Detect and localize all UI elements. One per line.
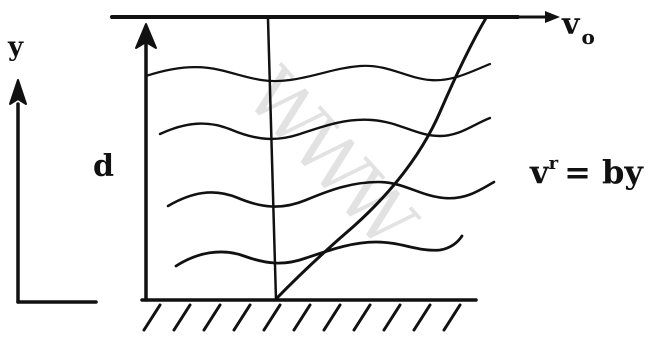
wave-line-3 [166,180,496,208]
y-axis-arrowhead [9,79,27,105]
velocity-symbol: v [562,7,580,42]
wave-line-4 [174,234,464,268]
depth-arrowhead [135,23,157,49]
velocity-profile-curve [274,16,488,301]
equation-exponent: r [548,153,559,174]
equation-lhs: v [530,153,549,191]
wave-line-1 [144,62,492,83]
equation-rhs: = by [564,153,643,191]
vertical-reference-line [266,17,278,302]
depth-label: d [93,149,114,184]
surface-velocity-arrowhead [545,11,560,23]
y-axis-label: y [8,32,24,62]
profile-equation: vr = by [530,153,643,191]
velocity-subscript: o [581,25,595,49]
bottom-wall-hatching [142,303,462,332]
wave-line-2 [158,116,492,141]
